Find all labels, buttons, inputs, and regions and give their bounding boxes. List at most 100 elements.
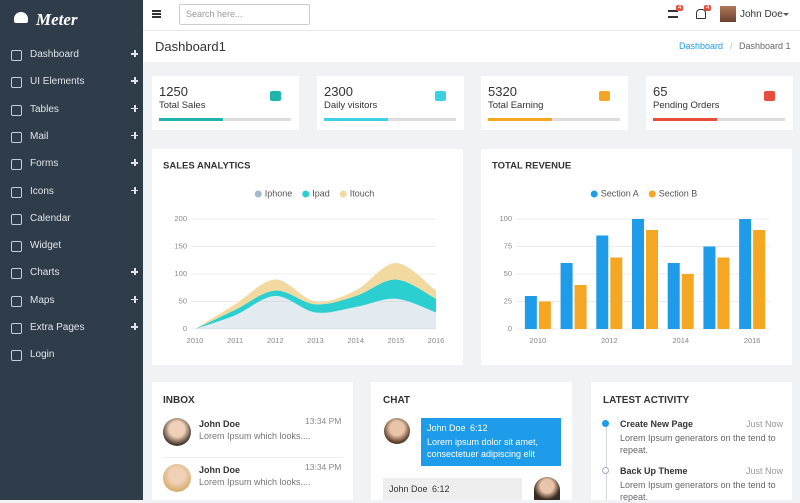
- menu-icon: [11, 213, 22, 225]
- menu-item[interactable]: Dashboard: [0, 45, 143, 65]
- breadcrumb-link[interactable]: Dashboard: [679, 41, 724, 51]
- y-tick-label: 25: [504, 296, 512, 305]
- legend-label: Section A: [601, 188, 639, 198]
- y-tick-label: 50: [504, 269, 512, 278]
- stat-card: 2300 Daily visitors: [317, 76, 464, 130]
- menu-label[interactable]: UI Elements: [30, 76, 85, 88]
- menu-item[interactable]: Login: [0, 345, 143, 365]
- menu-icon: [11, 131, 22, 143]
- chat-name: John Doe: [389, 484, 428, 494]
- message-preview: Lorem Ipsum which looks....: [199, 431, 311, 441]
- chat-time: 6:12: [470, 423, 488, 433]
- chat-name: John Doe: [427, 423, 466, 433]
- stat-label: Total Earning: [488, 100, 544, 111]
- menu-item[interactable]: Charts: [0, 263, 143, 283]
- menu-label[interactable]: Charts: [30, 267, 60, 279]
- menu-item[interactable]: Icons: [0, 182, 143, 202]
- stat-icon: [270, 91, 281, 101]
- legend-marker: [339, 190, 347, 198]
- menu-label[interactable]: Dashboard: [30, 49, 79, 60]
- sender-name: John Doe: [199, 465, 241, 475]
- bar: [667, 263, 680, 329]
- x-tick-label: 2014: [347, 336, 364, 345]
- stat-value: 2300: [324, 84, 353, 99]
- y-tick-label: 100: [174, 269, 187, 278]
- message-preview: Lorem Ipsum which looks....: [199, 477, 311, 487]
- y-tick-label: 0: [183, 324, 187, 333]
- activity-card: LATEST ACTIVITY Create New Page Just Now L…: [591, 382, 792, 502]
- menu-label[interactable]: Mail: [30, 130, 49, 142]
- y-tick-label: 200: [174, 214, 187, 223]
- bar: [717, 257, 730, 329]
- menu-toggle[interactable]: [152, 10, 161, 12]
- activity-text: Lorem Ipsum generators on the tend to re…: [620, 433, 776, 455]
- area: [195, 279, 436, 329]
- chat-card: CHAT John Doe 6:12 Lorem ipsum dolor sit…: [371, 382, 572, 500]
- progress-fill: [653, 118, 717, 121]
- menu-icon: [11, 50, 22, 61]
- card-title: LATEST ACTIVITY: [603, 395, 690, 406]
- menu-item[interactable]: Extra Pages: [0, 318, 143, 338]
- messages-icon[interactable]: [668, 10, 678, 18]
- x-tick-label: 2016: [428, 336, 445, 345]
- message-time: 13:34 PM: [305, 416, 342, 426]
- logo[interactable]: Meter: [36, 10, 78, 29]
- card-title: CHAT: [383, 395, 411, 406]
- legend-marker: [302, 190, 310, 198]
- menu-label[interactable]: Login: [30, 349, 55, 361]
- chat-text: Lorem ipsum dolor sit amet, consectetuer…: [427, 437, 539, 459]
- menu-item[interactable]: Mail: [0, 127, 143, 147]
- expand-icon: [131, 131, 138, 139]
- menu-label[interactable]: Calendar: [30, 212, 71, 224]
- menu-item[interactable]: Calendar: [0, 209, 143, 229]
- menu-label[interactable]: Tables: [30, 103, 59, 115]
- menu-icon: [11, 241, 22, 253]
- x-tick-label: 2010: [530, 336, 547, 345]
- bar: [632, 219, 644, 329]
- x-tick-label: 2012: [267, 336, 284, 345]
- user-caret[interactable]: [783, 13, 789, 16]
- sidebar: Meter Dashboard UI Elements Tables Mail Form…: [0, 0, 143, 500]
- bar: [610, 257, 623, 329]
- menu-label[interactable]: Extra Pages: [30, 322, 85, 333]
- menu-label[interactable]: Forms: [30, 158, 59, 170]
- stat-card: 65 Pending Orders: [646, 76, 793, 130]
- stat-card: 1250 Total Sales: [152, 76, 299, 130]
- menu-item[interactable]: Forms: [0, 154, 143, 174]
- expand-icon: [131, 268, 138, 276]
- progress-track: [159, 118, 291, 121]
- chart: SALES ANALYTICS 0 50 100 150 200 Iphone Ipad Ito…: [163, 161, 445, 345]
- search-placeholder: Search here...: [186, 9, 243, 19]
- chart-title: TOTAL REVENUE: [492, 161, 571, 172]
- menu-icon: [11, 159, 22, 171]
- menu-item[interactable]: Maps: [0, 291, 143, 311]
- progress-fill: [159, 118, 223, 121]
- menu-item[interactable]: Tables: [0, 100, 143, 120]
- menu-label[interactable]: Widget: [30, 240, 62, 252]
- menu-label[interactable]: Maps: [30, 294, 55, 306]
- menu-item[interactable]: Widget: [0, 236, 143, 256]
- user-name[interactable]: John Doe: [740, 9, 783, 20]
- menu-label[interactable]: Icons: [30, 185, 54, 197]
- bar: [646, 230, 658, 329]
- legend-label: Iphone: [265, 188, 293, 198]
- expand-icon: [131, 77, 138, 85]
- legend-label: Section B: [659, 188, 698, 198]
- y-tick-label: 150: [174, 241, 187, 250]
- menu-item[interactable]: UI Elements: [0, 72, 143, 92]
- stat-icon: [435, 91, 446, 101]
- activity-time: Just Now: [746, 419, 784, 429]
- expand-icon: [131, 323, 138, 330]
- badge: 4: [704, 5, 712, 11]
- search-box[interactable]: Search here...: [179, 4, 310, 25]
- notifications-icon[interactable]: [696, 9, 706, 19]
- user-avatar[interactable]: [720, 6, 736, 22]
- avatar: [163, 464, 191, 492]
- activity-title: Back Up Theme: [620, 466, 688, 476]
- breadcrumb-current: Dashboard 1: [739, 41, 791, 51]
- stat-value: 5320: [488, 84, 517, 99]
- bar: [524, 296, 537, 329]
- bar: [681, 274, 694, 329]
- chat-bubble: John Doe 6:12 Lorem ipsum dolor sit amet…: [421, 418, 561, 466]
